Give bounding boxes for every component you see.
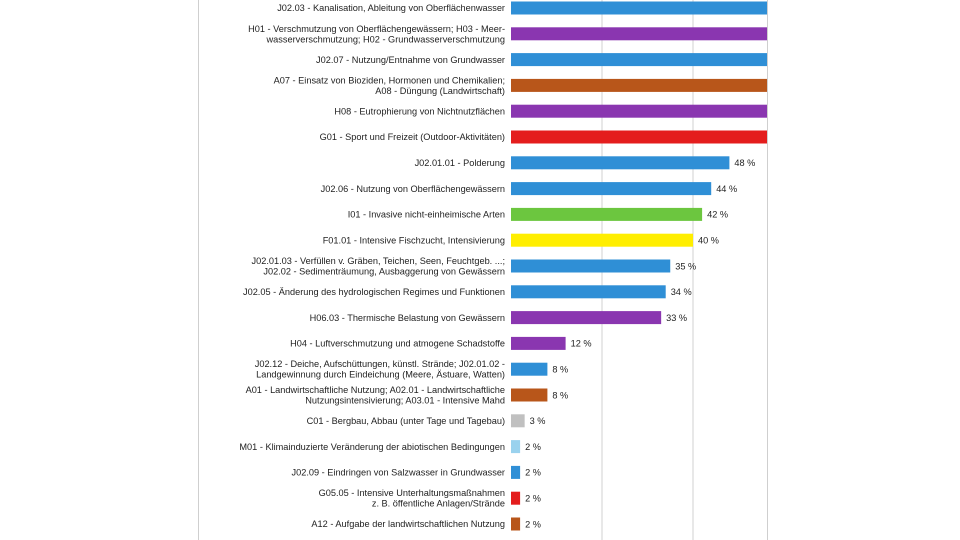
bar [511,311,662,325]
bar [511,517,521,531]
bar-chart: J02.03 - Kanalisation, Ableitung von Obe… [239,0,767,540]
value-label: 2 % [525,519,541,529]
chart-panel: J02.03 - Kanalisation, Ableitung von Obe… [198,0,768,540]
value-label: 2 % [525,468,541,478]
category-labels: J02.03 - Kanalisation, Ableitung von Obe… [239,3,505,529]
bar [511,440,521,454]
category-label: J02.05 - Änderung des hydrologischen Reg… [243,287,505,297]
bar [511,27,767,41]
value-label: 44 % [716,184,737,194]
category-label: H06.03 - Thermische Belastung von Gewäss… [310,313,505,323]
value-label: 12 % [571,339,592,349]
bar [511,130,767,144]
value-label: 2 % [525,494,541,504]
category-label: A01 - Landwirtschaftliche Nutzung; A02.0… [246,385,505,406]
value-label: 2 % [525,442,541,452]
category-label: J02.12 - Deiche, Aufschüttungen, künstl.… [255,359,505,380]
category-label: H01 - Verschmutzung von Oberflächengewäs… [248,24,505,45]
bar [511,285,666,299]
value-label: 8 % [552,390,568,400]
value-label: 48 % [734,158,755,168]
value-label: 40 % [698,236,719,246]
category-label: A07 - Einsatz von Bioziden, Hormonen und… [274,75,505,96]
bar [511,362,548,376]
bar [511,336,566,350]
bar [511,259,671,273]
bar [511,491,521,505]
category-label: J02.03 - Kanalisation, Ableitung von Obe… [277,3,505,13]
category-label: G05.05 - Intensive Unterhaltungsmaßnahme… [319,488,505,509]
value-label: 33 % [666,313,687,323]
bars [511,1,767,531]
category-label: I01 - Invasive nicht-einheimische Arten [348,210,505,220]
bar [511,414,525,428]
bar [511,465,521,479]
category-label: J02.06 - Nutzung von Oberflächengewässer… [321,184,505,194]
bar [511,233,693,247]
value-label: 8 % [552,365,568,375]
bar [511,207,703,221]
category-label: H04 - Luftverschmutzung und atmogene Sch… [290,339,505,349]
category-label: J02.07 - Nutzung/Entnahme von Grundwasse… [316,55,505,65]
bar [511,388,548,402]
bar [511,53,767,67]
bar [511,78,767,92]
category-label: J02.09 - Eindringen von Salzwasser in Gr… [292,468,505,478]
bar [511,1,767,15]
value-label: 34 % [671,287,692,297]
category-label: J02.01.03 - Verfüllen v. Gräben, Teichen… [252,256,506,277]
category-label: F01.01 - Intensive Fischzucht, Intensivi… [323,235,505,245]
bar [511,182,712,196]
category-label: M01 - Klimainduzierte Veränderung der ab… [239,442,505,452]
value-label: 42 % [707,210,728,220]
value-labels: 88 %83 %81 %80 %71 %64 %48 %44 %42 %40 %… [525,158,755,529]
category-label: H08 - Eutrophierung von Nichtnutzflächen [334,106,505,116]
category-label: G01 - Sport und Freizeit (Outdoor-Aktivi… [320,132,505,142]
category-label: C01 - Bergbau, Abbau (unter Tage und Tag… [307,416,505,426]
value-label: 35 % [675,261,696,271]
category-label: A12 - Aufgabe der landwirtschaftlichen N… [311,519,505,529]
bar [511,156,730,170]
category-label: J02.01.01 - Polderung [415,158,505,168]
value-label: 3 % [530,416,546,426]
bar [511,104,767,118]
